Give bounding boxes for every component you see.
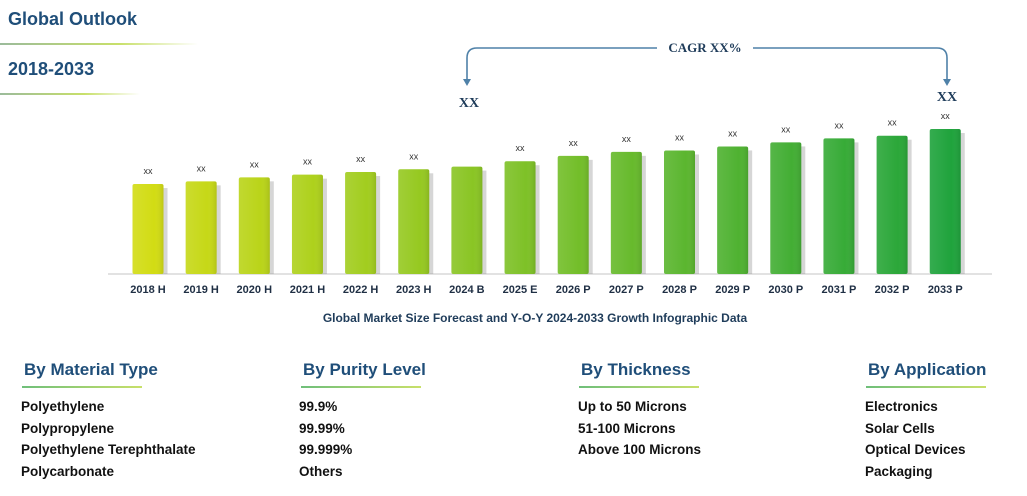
- x-tick-label: 2030 P: [768, 284, 803, 296]
- bar-highlight: [504, 161, 536, 274]
- cagr-right-arrow-icon: [943, 79, 951, 86]
- segment-list-thickness: Up to 50 Microns 51-100 Microns Above 10…: [578, 399, 701, 464]
- segment-underline: [579, 386, 699, 388]
- list-item: 99.9%: [299, 399, 338, 414]
- x-tick-label: 2033 P: [928, 284, 963, 296]
- list-item: Polycarbonate: [21, 463, 115, 479]
- cagr-label: CAGR XX%: [668, 40, 741, 55]
- segment-title-thickness: By Thickness: [581, 360, 691, 379]
- x-tick-label: 2027 P: [609, 284, 644, 296]
- segment-list-material-type: Polyethylene Polypropylene Polyethylene …: [21, 399, 196, 485]
- bar-data-label: xx: [781, 124, 791, 134]
- x-tick-label: 2023 H: [396, 284, 432, 296]
- cagr-start-value: XX: [459, 96, 479, 111]
- bar-data-label: xx: [728, 128, 738, 138]
- bar-data-label: xx: [622, 134, 632, 144]
- bar-highlight: [185, 181, 217, 274]
- list-item: Optical Devices: [865, 442, 966, 457]
- x-tick-label: 2022 H: [343, 284, 379, 296]
- segment-title-purity-level: By Purity Level: [303, 360, 426, 379]
- x-tick-label: 2024 B: [449, 284, 485, 296]
- bar-data-label: xx: [941, 111, 951, 121]
- bar-highlight: [132, 184, 164, 274]
- bar-highlight: [929, 129, 961, 274]
- bar-series: xx xx xx xx xx xx xx xx xx xx xx xx xx xx xx: [132, 111, 965, 274]
- x-tick-label: 2026 P: [556, 284, 591, 296]
- bar-highlight: [770, 142, 802, 274]
- bar-data-label: xx: [303, 157, 313, 167]
- bar-highlight: [398, 169, 430, 274]
- list-item: Polyethylene: [21, 399, 105, 414]
- list-item: Polypropylene: [21, 420, 115, 436]
- list-item: Polyethylene Terephthalate: [21, 442, 196, 457]
- bar-highlight: [664, 150, 695, 274]
- x-tick-label: 2032 P: [875, 284, 910, 296]
- x-tick-label: 2018 H: [130, 284, 166, 296]
- bar-highlight: [557, 155, 589, 274]
- cagr-bracket-line: [466, 47, 948, 80]
- bar-highlight: [451, 166, 483, 274]
- list-item: 51-100 Microns: [578, 420, 676, 436]
- x-tick-label: 2029 P: [715, 284, 750, 296]
- bar-data-label: xx: [356, 154, 366, 164]
- list-item: Above 100 Microns: [578, 442, 702, 457]
- x-tick-label: 2025 E: [503, 284, 538, 296]
- list-item: Electronics: [865, 399, 938, 414]
- bar-data-label: xx: [197, 163, 207, 173]
- bar-highlight: [345, 171, 377, 274]
- segment-list-application: Electronics Solar Cells Optical Devices …: [865, 399, 966, 485]
- bar-data-label: xx: [516, 143, 526, 153]
- list-item: 99.999%: [299, 442, 353, 457]
- chart-caption: Global Market Size Forecast and Y-O-Y 20…: [323, 311, 748, 325]
- cagr-left-arrow-icon: [463, 79, 471, 86]
- x-tick-label: 2020 H: [237, 284, 273, 296]
- cagr-end-value: XX: [937, 90, 957, 105]
- x-tick-label: 2031 P: [822, 284, 857, 296]
- bar-data-label: xx: [834, 120, 844, 130]
- bar-highlight: [610, 151, 642, 274]
- bar-data-label: xx: [569, 138, 579, 148]
- list-item: Others: [299, 463, 343, 479]
- segment-title-material-type: By Material Type: [24, 360, 158, 379]
- page-title: Global Outlook: [8, 9, 137, 29]
- segment-underline: [866, 386, 986, 388]
- bar-data-label: xx: [144, 166, 154, 176]
- list-item: Up to 50 Microns: [578, 399, 687, 414]
- segment-underline: [22, 386, 142, 388]
- title-underline: [0, 43, 198, 45]
- list-item: Solar Cells: [865, 420, 935, 436]
- x-tick-labels: 2018 H 2019 H 2020 H 2021 H 2022 H 2023 H 2024…: [130, 284, 962, 296]
- bar-highlight: [291, 174, 323, 274]
- cagr-bracket: CAGR XX% XX XX: [459, 40, 957, 111]
- period-underline: [0, 93, 140, 95]
- bar-data-label: xx: [250, 159, 260, 169]
- bar-highlight: [823, 138, 855, 274]
- bar-highlight: [717, 146, 749, 274]
- segment-title-application: By Application: [868, 360, 987, 379]
- bar-data-label: xx: [409, 151, 419, 161]
- segment-underline: [301, 386, 421, 388]
- list-item: 99.99%: [299, 420, 345, 436]
- bar-data-label: xx: [888, 118, 898, 128]
- x-tick-label: 2028 P: [662, 284, 697, 296]
- x-tick-label: 2021 H: [290, 284, 326, 296]
- period-label: 2018-2033: [8, 59, 95, 79]
- bar-highlight: [876, 135, 908, 274]
- bar-highlight: [238, 177, 270, 274]
- segment-list-purity-level: 99.9% 99.99% 99.999% Others: [299, 399, 352, 485]
- x-tick-label: 2019 H: [183, 284, 219, 296]
- bar-data-label: xx: [675, 132, 685, 142]
- list-item: Packaging: [865, 463, 933, 479]
